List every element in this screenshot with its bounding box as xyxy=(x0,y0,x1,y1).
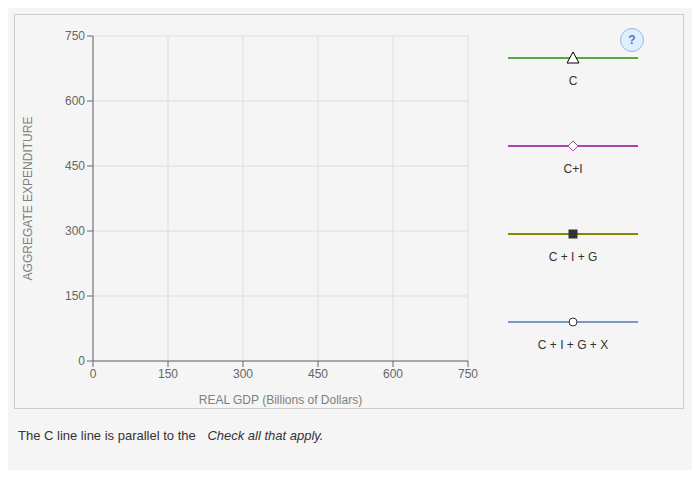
svg-text:750: 750 xyxy=(65,29,85,43)
svg-text:300: 300 xyxy=(233,367,253,381)
svg-text:450: 450 xyxy=(308,367,328,381)
svg-text:0: 0 xyxy=(90,367,97,381)
html-text:C+I: C+I xyxy=(563,162,583,176)
svg-text:0: 0 xyxy=(78,354,85,368)
svg-text:AGGREGATE EXPENDITURE: AGGREGATE EXPENDITURE xyxy=(21,117,35,281)
svg-text:600: 600 xyxy=(65,94,85,108)
html-text:C + I + G + X: C + I + G + X xyxy=(537,338,609,352)
svg-text:150: 150 xyxy=(65,289,85,303)
svg-text:150: 150 xyxy=(158,367,178,381)
svg-text:600: 600 xyxy=(383,367,403,381)
svg-text:450: 450 xyxy=(65,159,85,173)
svg-text:750: 750 xyxy=(458,367,478,381)
html-text:C: C xyxy=(568,74,578,88)
html-text:C + I + G: C + I + G xyxy=(548,250,598,264)
svg-text:300: 300 xyxy=(65,224,85,238)
html-text:The C line line is parallel to: The C line line is parallel to the xyxy=(18,428,200,443)
svg-text:REAL GDP (Billions of Dollars): REAL GDP (Billions of Dollars) xyxy=(199,393,362,407)
html-text:Check all that apply.: Check all that apply. xyxy=(207,428,324,443)
